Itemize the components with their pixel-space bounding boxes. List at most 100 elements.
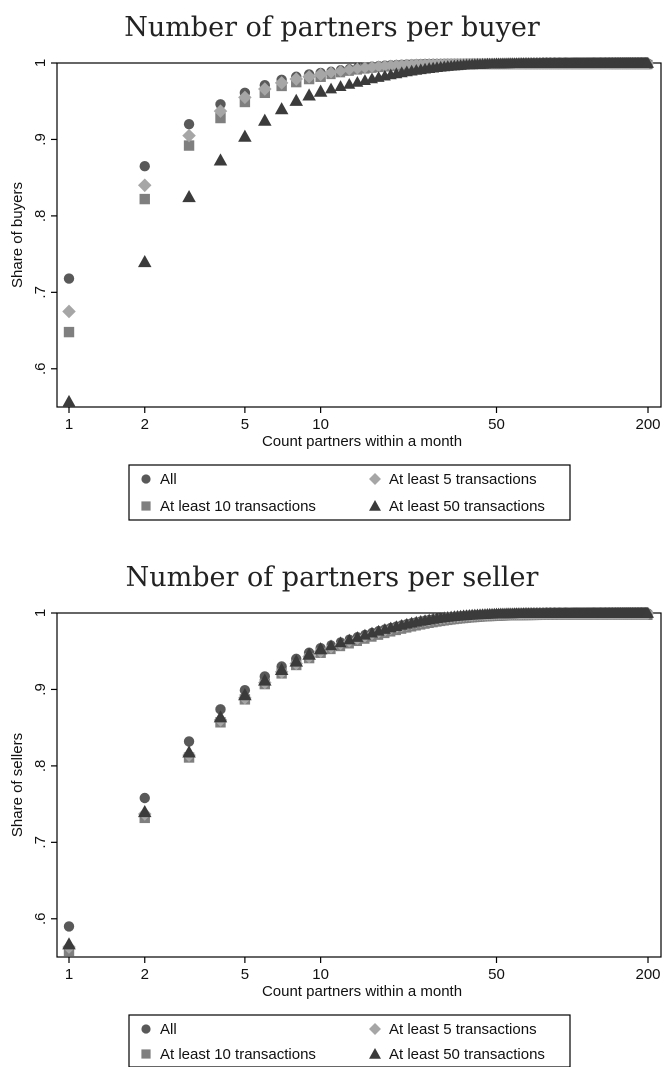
data-point xyxy=(258,113,272,126)
legend: All At least 5 transactions At least 10 tr… xyxy=(128,1014,571,1067)
x-tick-label: 50 xyxy=(488,966,505,983)
y-axis-label: Share of buyers xyxy=(9,182,26,288)
x-tick-label: 5 xyxy=(241,966,249,983)
legend-label: At least 50 transactions xyxy=(389,1046,545,1063)
data-point xyxy=(182,128,196,143)
y-tick-label: .9 xyxy=(32,683,49,696)
x-tick-label: 50 xyxy=(488,416,505,433)
legend-marker xyxy=(369,1048,381,1059)
data-point xyxy=(183,736,195,747)
data-point xyxy=(274,102,289,115)
legend-box xyxy=(128,1014,571,1067)
data-point xyxy=(139,161,150,172)
series-circle xyxy=(63,608,653,932)
legend-marker xyxy=(141,501,151,511)
legend-marker xyxy=(369,500,381,511)
series-diamond xyxy=(62,607,654,954)
y-tick-label: .9 xyxy=(32,133,49,146)
data-point xyxy=(334,64,347,77)
data-point xyxy=(238,688,252,701)
x-tick-label: 10 xyxy=(312,416,329,433)
data-point xyxy=(139,792,150,804)
legend-marker xyxy=(369,1023,381,1035)
data-point xyxy=(325,66,338,79)
x-tick-label: 1 xyxy=(65,966,73,983)
y-tick-label: 1 xyxy=(32,609,49,617)
series-square xyxy=(63,610,653,957)
legend-label: At least 10 transactions xyxy=(160,1046,316,1063)
data-point xyxy=(313,642,328,655)
data-point xyxy=(183,140,195,151)
data-point xyxy=(258,673,272,686)
legend-marker xyxy=(141,1049,151,1059)
y-tick-label: .8 xyxy=(32,210,49,223)
legend-box xyxy=(128,464,571,521)
chart-title: Number of partners per buyer xyxy=(124,12,540,43)
data-point xyxy=(62,937,76,950)
x-tick-label: 10 xyxy=(312,966,329,983)
data-point xyxy=(289,93,304,106)
x-axis-label: Count partners within a month xyxy=(262,983,462,1000)
chart-title: Number of partners per seller xyxy=(126,562,539,593)
x-tick-label: 1 xyxy=(65,416,73,433)
plot-frame xyxy=(56,62,662,408)
legend-label: All xyxy=(160,1021,177,1038)
x-tick-label: 2 xyxy=(141,966,149,983)
plot-frame xyxy=(56,612,662,958)
data-point xyxy=(139,193,150,205)
data-point xyxy=(62,304,76,319)
legend-label: At least 50 transactions xyxy=(389,498,545,515)
data-point xyxy=(213,104,228,118)
data-point xyxy=(325,82,338,94)
data-point xyxy=(274,76,289,90)
data-point xyxy=(302,647,316,660)
data-point xyxy=(313,84,328,97)
data-point xyxy=(63,273,75,284)
data-point xyxy=(334,636,347,648)
data-point xyxy=(137,178,152,193)
data-point xyxy=(274,662,289,675)
data-point xyxy=(258,82,272,96)
legend-marker xyxy=(141,1024,151,1034)
data-point xyxy=(63,921,75,932)
legend-label: At least 10 transactions xyxy=(160,498,316,515)
data-point xyxy=(137,254,152,268)
data-point xyxy=(325,639,338,651)
data-point xyxy=(334,80,347,91)
legend-label: At least 5 transactions xyxy=(389,471,537,488)
data-point xyxy=(183,118,195,130)
data-point xyxy=(182,190,196,203)
data-point xyxy=(351,62,364,75)
chart-panel-2: Number of partners per seller .6 .7 .8 .9 1 1 2… xyxy=(9,562,662,1067)
data-point xyxy=(213,153,228,166)
series-triangle xyxy=(62,607,654,950)
data-point xyxy=(215,112,226,124)
y-tick-label: .6 xyxy=(32,913,49,926)
series-diamond xyxy=(62,57,654,319)
data-point xyxy=(358,61,371,74)
y-tick-label: .7 xyxy=(32,836,49,849)
data-point xyxy=(289,654,304,667)
data-point xyxy=(343,63,356,76)
data-point xyxy=(215,99,226,110)
data-point xyxy=(302,70,316,84)
series-square xyxy=(63,59,653,338)
data-point xyxy=(302,88,316,101)
chart-panel-1: Number of partners per buyer .6 .7 .8 .9 1 1 2 5… xyxy=(9,12,662,521)
y-tick-label: .6 xyxy=(32,363,49,376)
data-point xyxy=(238,90,252,105)
data-point xyxy=(289,72,304,86)
x-axis-label: Count partners within a month xyxy=(262,433,462,450)
data-point xyxy=(642,57,654,68)
x-tick-label: 200 xyxy=(635,966,660,983)
data-point xyxy=(137,804,152,818)
y-tick-label: .8 xyxy=(32,760,49,773)
data-point xyxy=(62,394,76,408)
x-tick-label: 200 xyxy=(635,416,660,433)
legend-label: At least 5 transactions xyxy=(389,1021,537,1038)
data-point xyxy=(642,607,654,618)
y-axis-label: Share of sellers xyxy=(9,733,26,837)
data-point xyxy=(313,67,328,82)
series-triangle xyxy=(62,57,654,408)
